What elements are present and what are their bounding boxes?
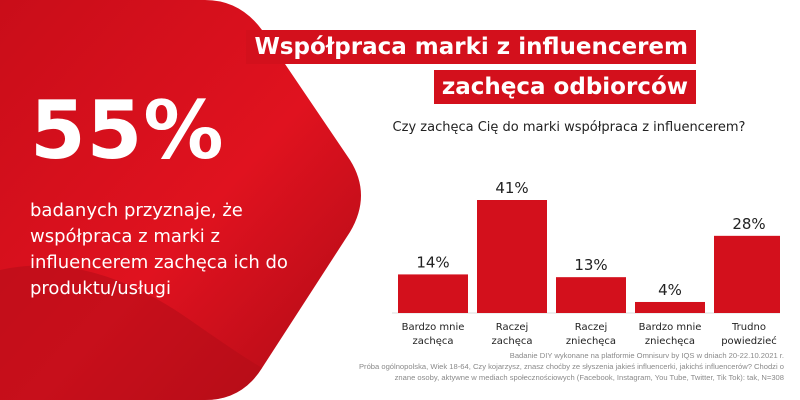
bar-value-label: 14% — [416, 253, 449, 271]
source-line-3: znane osoby, aktywne w mediach społeczno… — [394, 373, 784, 382]
red-background-shape — [0, 0, 361, 400]
source-note: Badanie DIY wykonane na platformie Omnis… — [344, 350, 784, 383]
category-label: Raczej — [496, 322, 529, 333]
bar — [477, 200, 547, 313]
bar — [635, 301, 705, 313]
headline-description: badanych przyznaje, że współpraca z mark… — [30, 200, 288, 299]
category-label: zniechęca — [566, 336, 616, 347]
category-label: zachęca — [413, 336, 454, 347]
category-label: zniechęca — [645, 336, 695, 347]
survey-question: Czy zachęca Cię do marki współpraca z in… — [392, 120, 746, 135]
bar-value-label: 4% — [658, 281, 682, 299]
bar-chart: 14% Bardzo mnie zachęca 41% Raczej zachęca 13%… — [392, 179, 780, 347]
source-line-1: Badanie DIY wykonane na platformie Omnis… — [509, 351, 784, 360]
category-label: powiedzieć — [721, 335, 777, 347]
bar — [714, 235, 780, 313]
category-label: Trudno — [731, 322, 766, 333]
bar — [556, 277, 626, 313]
bar — [398, 274, 468, 313]
bar-value-label: 28% — [732, 215, 765, 233]
category-label: zachęca — [492, 336, 533, 347]
title-line-1: Współpraca marki z influencerem — [246, 30, 696, 64]
bar-value-label: 13% — [574, 256, 607, 274]
source-line-2: Próba ogólnopolska, Wiek 18-64, Czy koja… — [358, 362, 784, 371]
category-label: Bardzo mnie — [402, 322, 465, 333]
left-red-panel: 55% badanych przyznaje, że współpraca z … — [0, 0, 380, 400]
category-label: Raczej — [575, 322, 608, 333]
category-label: Bardzo mnie — [639, 322, 702, 333]
bar-value-label: 41% — [495, 179, 528, 197]
headline-stat: 55% — [30, 84, 225, 177]
title-line-2: zachęca odbiorców — [433, 70, 696, 104]
